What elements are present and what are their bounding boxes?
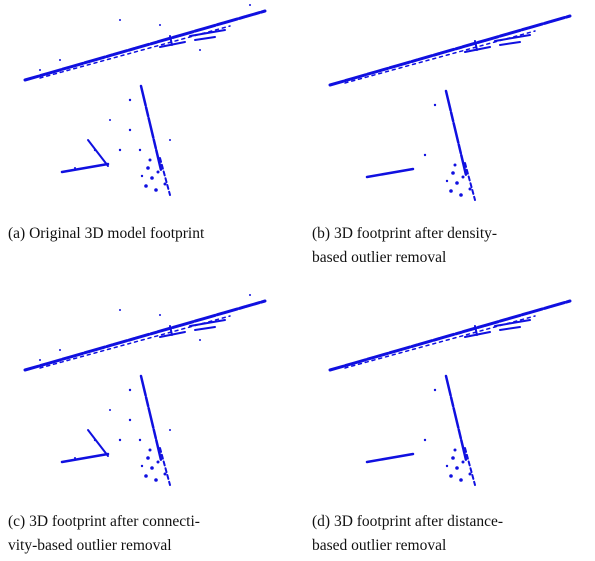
caption-c: (c) 3D footprint after connecti- [8,513,200,530]
caption-a: (a) Original 3D model footprint [8,225,205,242]
caption-c: vity-based outlier removal [8,537,172,554]
caption-d: (d) 3D footprint after distance- [312,513,503,530]
panel-d-image [330,301,570,485]
caption-d: based outlier removal [312,537,446,554]
caption-b: based outlier removal [312,249,446,266]
caption-b: (b) 3D footprint after density- [312,225,497,242]
panel-b-image [330,16,570,200]
panel-a-image [25,4,265,195]
panel-c-image [25,294,265,485]
figure: (a) Original 3D model footprint (b) 3D f… [0,0,595,561]
